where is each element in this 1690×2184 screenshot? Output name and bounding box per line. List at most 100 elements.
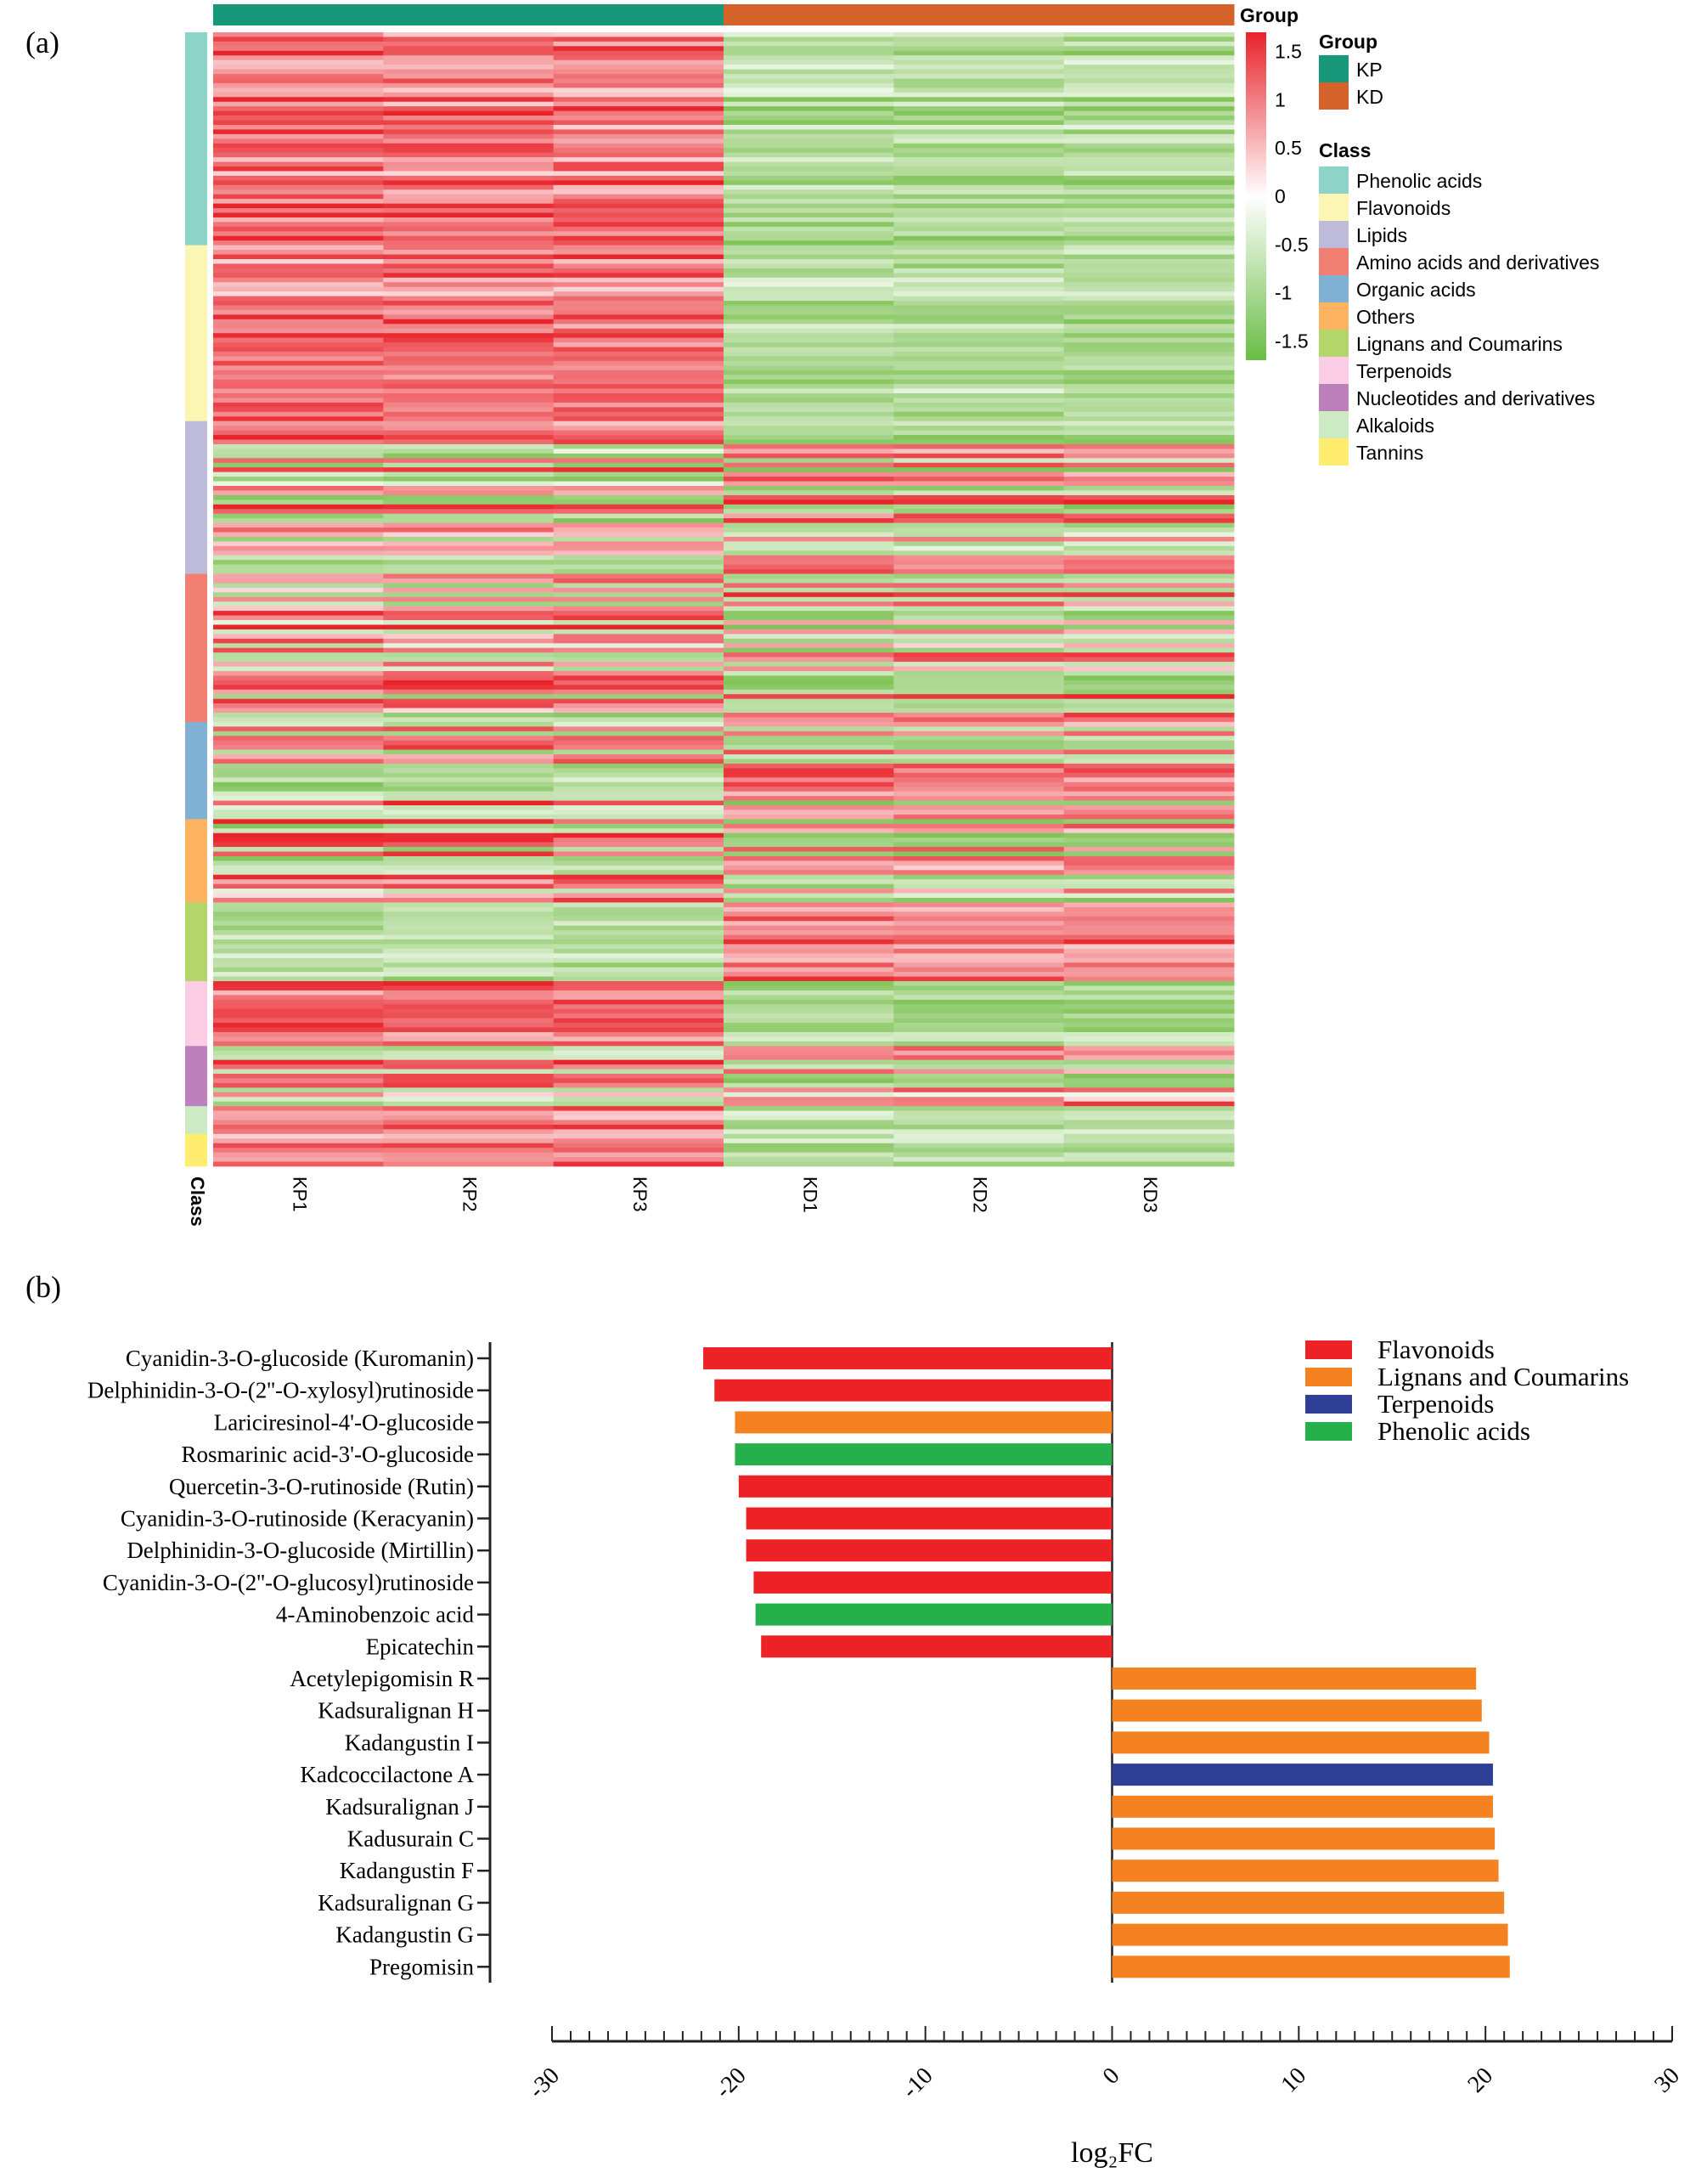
heatmap-cell [893,420,1065,426]
heatmap-cell [383,1064,555,1069]
heatmap-cell [213,301,384,306]
heatmap-cell [1063,65,1235,70]
heatmap-cell [553,545,724,551]
heatmap-cell [1063,865,1235,871]
heatmap-cell [553,800,724,806]
heatmap-cell [383,842,555,848]
heatmap-cell [553,592,724,598]
heatmap-cell [724,814,894,820]
heatmap-cell [553,861,724,866]
heatmap-cell [724,301,894,306]
heatmap-cell [213,477,384,482]
heatmap-cell [1063,301,1235,306]
heatmap-cell [1063,235,1235,241]
heatmap-cell [213,69,384,75]
heatmap-cell [724,657,894,663]
heatmap-cell [383,1018,555,1024]
legend-swatch [1305,1368,1352,1386]
heatmap-cell [1063,647,1235,653]
heatmap-cell [383,504,555,510]
heatmap-cell [553,1082,724,1088]
heatmap-cell [724,180,894,186]
heatmap-cell [383,518,555,523]
heatmap-cell [383,101,555,107]
heatmap-cell [724,1092,894,1098]
heatmap-cell [213,981,384,986]
heatmap-cell [893,393,1065,398]
heatmap-cell [724,787,894,792]
bar [1112,1923,1508,1946]
heatmap-cell [1063,1013,1235,1019]
heatmap-cell [553,152,724,158]
heatmap-cell [553,740,724,746]
heatmap-cell [213,717,384,723]
heatmap-cell [1063,360,1235,366]
heatmap-cell [383,217,555,223]
heatmap-cell [724,194,894,200]
heatmap-cell [383,301,555,306]
heatmap-cell [724,106,894,111]
heatmap-cell [383,110,555,116]
heatmap-cell [383,420,555,426]
heatmap-cell [724,689,894,695]
heatmap-cell [1063,796,1235,801]
heatmap-cell [553,1004,724,1010]
class-legend-label: Organic acids [1356,279,1476,301]
heatmap-cell [383,528,555,533]
heatmap-cell [553,59,724,65]
heatmap-cell [553,874,724,880]
heatmap-cell [724,1129,894,1135]
heatmap-cell [383,305,555,311]
heatmap-cell [213,652,384,657]
bar-label: Lariciresinol-4'-O-glucoside [214,1409,474,1435]
heatmap-cell [383,1157,555,1162]
heatmap-cell [383,560,555,565]
heatmap-cell [553,1036,724,1042]
heatmap-cell [383,999,555,1005]
heatmap-cell [213,670,384,676]
heatmap-cell [893,189,1065,195]
heatmap-cell [383,1133,555,1139]
heatmap-cell [383,1129,555,1135]
heatmap-cell [383,245,555,251]
colorbar-tick-label: 0.5 [1275,137,1302,159]
heatmap-cell [213,504,384,510]
heatmap-cell [893,82,1065,88]
heatmap-cell [383,666,555,672]
heatmap-cell [383,957,555,963]
heatmap-cell [553,897,724,903]
heatmap-cell [553,666,724,672]
heatmap-cell [383,486,555,491]
heatmap-cell [213,490,384,496]
heatmap-cell [724,1036,894,1042]
heatmap-cell [724,708,894,714]
heatmap-cell [213,647,384,653]
heatmap-cell [893,916,1065,922]
heatmap-cell [1063,309,1235,315]
heatmap-cell [553,490,724,496]
heatmap-cell [724,662,894,667]
heatmap-cell [893,611,1065,616]
heatmap-cell [213,453,384,459]
heatmap-cell [1063,184,1235,190]
heatmap-cell [383,578,555,584]
heatmap-cell [383,384,555,389]
heatmap-cell [553,356,724,362]
heatmap-cell [893,985,1065,991]
heatmap-cell [383,1078,555,1084]
heatmap-cell [553,268,724,274]
heatmap-cell [893,564,1065,570]
heatmap-cell [553,1115,724,1120]
heatmap-cell [383,32,555,37]
heatmap-cell [213,449,384,454]
heatmap-cell [893,596,1065,602]
heatmap-cell [213,897,384,903]
heatmap-cell [893,133,1065,139]
heatmap-cell [893,902,1065,908]
heatmap-cell [383,976,555,982]
heatmap-cell [724,749,894,755]
heatmap-cell [724,560,894,565]
heatmap-cell [724,50,894,56]
class-legend-label: Nucleotides and derivatives [1356,387,1595,409]
heatmap-cell [213,879,384,884]
